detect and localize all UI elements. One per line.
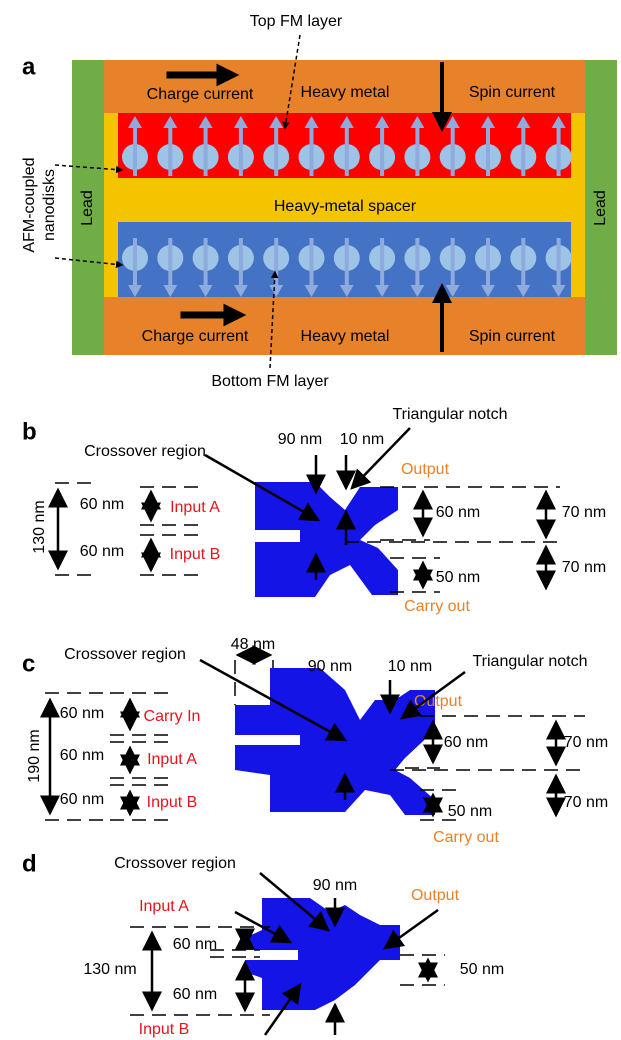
label: Output xyxy=(401,461,450,478)
label: Heavy metal xyxy=(301,84,390,101)
label: 70 nm xyxy=(564,794,608,811)
label: Lead xyxy=(79,190,96,226)
label: Crossover region xyxy=(64,646,186,663)
label: Charge current xyxy=(147,86,254,103)
label: 60 nm xyxy=(436,504,480,521)
label: 70 nm xyxy=(562,504,606,521)
label: Input A xyxy=(139,898,189,915)
label: 60 nm xyxy=(60,747,104,764)
label: 60 nm xyxy=(173,986,217,1003)
label: 90 nm xyxy=(278,431,322,448)
panel-d: d Crossover region 90 nm Output Input A … xyxy=(22,850,504,1038)
label: 50 nm xyxy=(436,569,480,586)
label: Bottom FM layer xyxy=(211,373,329,390)
label: 60 nm xyxy=(60,791,104,808)
label: 60 nm xyxy=(60,705,104,722)
label: nanodisks xyxy=(41,169,58,241)
panel-a: a Top FM layer Lead Lead Heavy-metal spa… xyxy=(21,13,617,390)
label: 70 nm xyxy=(562,559,606,576)
label: Carry out xyxy=(404,598,470,615)
label: Lead xyxy=(592,190,609,226)
label: 90 nm xyxy=(308,658,352,675)
label: 60 nm xyxy=(80,496,124,513)
figure: a Top FM layer Lead Lead Heavy-metal spa… xyxy=(0,0,621,1040)
device-shape xyxy=(245,898,400,1010)
label: Carry out xyxy=(433,829,499,846)
panel-b: b Triangular notch 90 nm 10 nm Crossover… xyxy=(22,406,606,615)
label: 10 nm xyxy=(388,658,432,675)
label: 130 nm xyxy=(31,500,48,553)
label: Heavy metal xyxy=(301,328,390,345)
label: 60 nm xyxy=(444,734,488,751)
label: 70 nm xyxy=(564,734,608,751)
label: 130 nm xyxy=(83,961,136,978)
device-shape xyxy=(235,668,435,815)
heavy-metal xyxy=(104,297,585,355)
label: Output xyxy=(411,887,460,904)
label: 50 nm xyxy=(460,961,504,978)
label: 10 nm xyxy=(340,431,384,448)
panel-label: a xyxy=(22,53,36,80)
label: Triangular notch xyxy=(472,653,587,670)
label: Heavy-metal spacer xyxy=(274,198,417,215)
label: Input A xyxy=(147,751,197,768)
label: Triangular notch xyxy=(392,406,507,423)
label: Crossover region xyxy=(114,855,236,872)
label: Spin current xyxy=(469,84,556,101)
label: Spin current xyxy=(469,328,556,345)
label: Output xyxy=(414,693,463,710)
label: 60 nm xyxy=(80,543,124,560)
label: Input B xyxy=(139,1021,190,1038)
panel-label: d xyxy=(22,850,37,877)
label: 90 nm xyxy=(313,877,357,894)
label: 48 nm xyxy=(231,636,275,653)
panel-c: c 48 nm Crossover region 90 nm 10 nm Tri… xyxy=(22,636,608,846)
device-shape xyxy=(255,482,398,597)
label: Carry In xyxy=(144,708,201,725)
panel-label: c xyxy=(22,650,35,677)
label: AFM-coupled xyxy=(21,157,38,252)
label: 60 nm xyxy=(173,936,217,953)
label: Charge current xyxy=(142,328,249,345)
label: 50 nm xyxy=(448,803,492,820)
panel-label: b xyxy=(22,418,37,445)
label: Input B xyxy=(170,546,221,563)
label: Crossover region xyxy=(84,443,206,460)
label: Input B xyxy=(147,794,198,811)
label: 190 nm xyxy=(26,729,43,782)
label: Input A xyxy=(170,499,220,516)
label: Top FM layer xyxy=(250,13,343,30)
